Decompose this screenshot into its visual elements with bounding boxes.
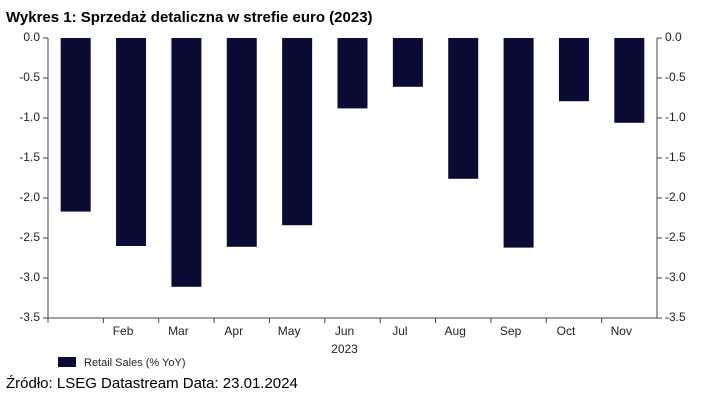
bar bbox=[116, 38, 147, 246]
y-tick-label: -1.5 bbox=[19, 150, 40, 164]
y-tick-label: -0.5 bbox=[19, 70, 40, 84]
y-tick-label: -2.5 bbox=[19, 230, 40, 244]
y2-tick-label: -1.5 bbox=[665, 150, 686, 164]
y2-tick-label: -1.0 bbox=[665, 110, 686, 124]
bar bbox=[337, 38, 368, 109]
y2-tick-label: 0.0 bbox=[665, 30, 682, 44]
source-note: Źródło: LSEG Datastream Data: 23.01.2024 bbox=[6, 375, 298, 392]
y2-tick-label: -3.5 bbox=[665, 310, 686, 324]
x-tick-label: Oct bbox=[557, 324, 576, 338]
y2-tick-label: -2.0 bbox=[665, 190, 686, 204]
legend-swatch bbox=[58, 357, 76, 367]
bar bbox=[60, 38, 91, 212]
x-tick-label: Sep bbox=[500, 324, 522, 338]
y2-tick-label: -0.5 bbox=[665, 70, 686, 84]
x-tick-label: Apr bbox=[224, 324, 243, 338]
y-tick-label: -2.0 bbox=[19, 190, 40, 204]
bar bbox=[448, 38, 479, 179]
x-tick-label: Aug bbox=[445, 324, 466, 338]
x-tick-label: Feb bbox=[113, 324, 134, 338]
bar bbox=[392, 38, 423, 87]
bar bbox=[171, 38, 202, 287]
y2-tick-label: -3.0 bbox=[665, 270, 686, 284]
x-axis-label: 2023 bbox=[331, 342, 358, 356]
y-tick-label: -3.0 bbox=[19, 270, 40, 284]
y-tick-label: 0.0 bbox=[23, 30, 40, 44]
bar bbox=[614, 38, 645, 123]
chart-title: Wykres 1: Sprzedaż detaliczna w strefie … bbox=[6, 9, 373, 26]
bar bbox=[282, 38, 313, 226]
y-tick-label: -1.0 bbox=[19, 110, 40, 124]
y2-tick-label: -2.5 bbox=[665, 230, 686, 244]
bar bbox=[226, 38, 257, 247]
legend-label: Retail Sales (% YoY) bbox=[84, 357, 186, 369]
x-tick-label: Nov bbox=[611, 324, 632, 338]
x-tick-label: Mar bbox=[168, 324, 189, 338]
y-tick-label: -3.5 bbox=[19, 310, 40, 324]
bar bbox=[558, 38, 589, 102]
x-tick-label: Jul bbox=[392, 324, 407, 338]
x-tick-label: Jun bbox=[335, 324, 354, 338]
x-tick-label: May bbox=[278, 324, 301, 338]
bar bbox=[503, 38, 534, 248]
